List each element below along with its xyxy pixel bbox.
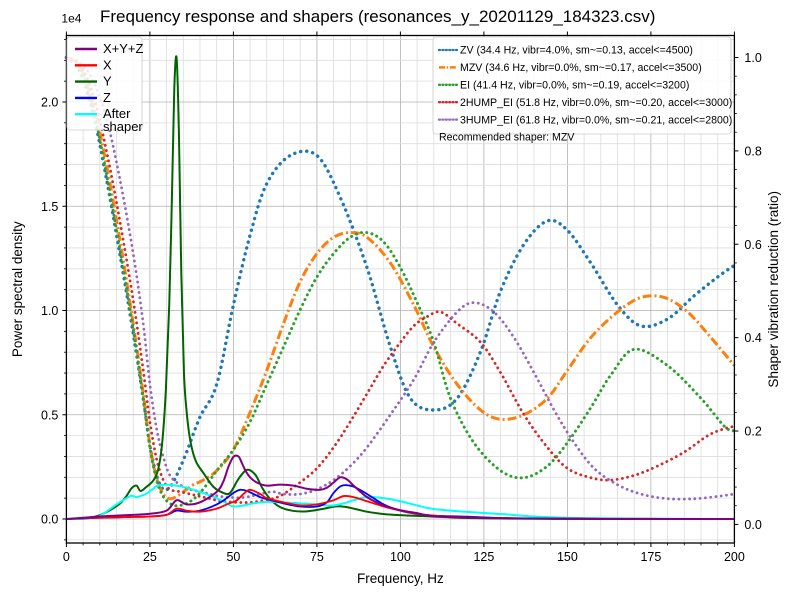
svg-text:1.5: 1.5	[41, 200, 58, 214]
svg-text:Shaper vibration reduction (ra: Shaper vibration reduction (ratio)	[766, 191, 781, 388]
svg-text:Power spectral density: Power spectral density	[10, 221, 25, 357]
svg-text:0.0: 0.0	[41, 513, 58, 527]
svg-text:150: 150	[557, 550, 578, 564]
svg-text:X+Y+Z: X+Y+Z	[103, 41, 144, 56]
svg-text:1e4: 1e4	[61, 12, 81, 26]
svg-text:0.4: 0.4	[744, 331, 761, 345]
svg-text:1.0: 1.0	[41, 304, 58, 318]
svg-text:shaper: shaper	[103, 119, 143, 134]
svg-text:X: X	[103, 57, 112, 72]
svg-text:2.0: 2.0	[41, 96, 58, 110]
svg-text:50: 50	[226, 550, 240, 564]
svg-text:75: 75	[310, 550, 324, 564]
svg-text:200: 200	[724, 550, 745, 564]
svg-text:175: 175	[640, 550, 661, 564]
svg-text:1.0: 1.0	[744, 51, 761, 65]
svg-text:Frequency, Hz: Frequency, Hz	[357, 571, 444, 586]
svg-text:ZV (34.4 Hz, vibr=4.0%, sm~=0.: ZV (34.4 Hz, vibr=4.0%, sm~=0.13, accel<…	[460, 45, 693, 57]
svg-text:Frequency response and shapers: Frequency response and shapers (resonanc…	[100, 7, 655, 26]
svg-text:0.8: 0.8	[744, 144, 761, 158]
svg-text:25: 25	[143, 550, 157, 564]
svg-text:0.5: 0.5	[41, 408, 58, 422]
svg-text:Y: Y	[103, 74, 112, 89]
svg-text:2HUMP_EI (51.8 Hz, vibr=0.0%,: 2HUMP_EI (51.8 Hz, vibr=0.0%, sm~=0.20, …	[460, 97, 732, 109]
svg-text:3HUMP_EI (61.8 Hz, vibr=0.0%,: 3HUMP_EI (61.8 Hz, vibr=0.0%, sm~=0.21, …	[460, 114, 732, 126]
svg-text:MZV (34.6 Hz, vibr=0.0%, sm~=0: MZV (34.6 Hz, vibr=0.0%, sm~=0.17, accel…	[460, 62, 702, 74]
svg-text:125: 125	[473, 550, 494, 564]
svg-text:Recommended shaper: MZV: Recommended shaper: MZV	[439, 132, 575, 144]
svg-text:0.6: 0.6	[744, 238, 761, 252]
svg-text:0.0: 0.0	[744, 518, 761, 532]
svg-text:100: 100	[390, 550, 411, 564]
svg-text:0.2: 0.2	[744, 425, 761, 439]
svg-text:EI (41.4 Hz, vibr=0.0%, sm~=0.: EI (41.4 Hz, vibr=0.0%, sm~=0.19, accel<…	[460, 80, 689, 92]
svg-text:0: 0	[63, 550, 70, 564]
svg-text:Z: Z	[103, 90, 111, 105]
